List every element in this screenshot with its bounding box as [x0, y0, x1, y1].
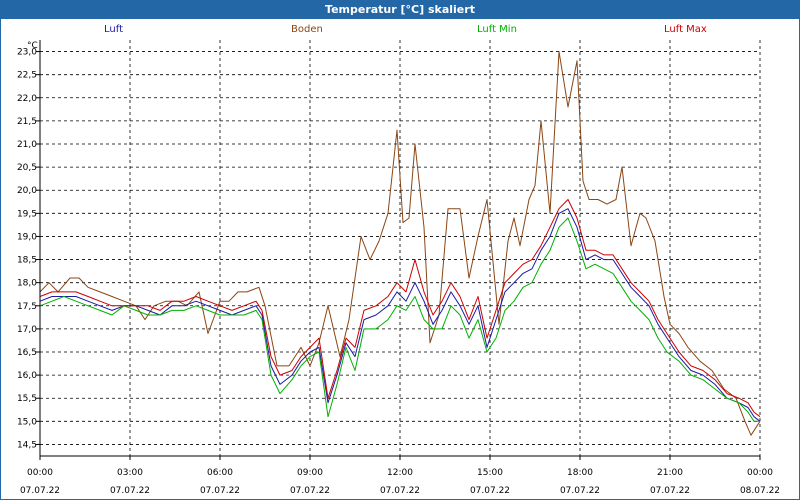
y-axis-unit: °C	[27, 41, 38, 51]
y-tick-label: 22,5	[17, 71, 37, 81]
legend-luft-max: Luft Max	[664, 24, 707, 35]
x-tick-time-label: 06:00	[207, 468, 233, 478]
series-line-luft-min	[39, 217, 760, 422]
chart-title: Temperatur [°C] skaliert	[0, 0, 800, 19]
x-tick-date-label: 07.07.22	[470, 486, 510, 496]
y-tick-label: 19,0	[17, 232, 37, 242]
y-tick-label: 21,0	[17, 140, 37, 150]
y-tick-label: 16,5	[17, 348, 37, 358]
x-tick-date-label: 07.07.22	[290, 486, 330, 496]
x-tick-time-label: 21:00	[657, 468, 683, 478]
axis-layer: °C 14,5 15,0 15,5 16,0 16,5 17,0 17,5 18,0 18,5 1…	[17, 40, 780, 496]
x-tick-date-label: 08.07.22	[740, 486, 780, 496]
series-layer	[39, 51, 761, 436]
y-tick-label: 17,0	[17, 325, 37, 335]
legend-luft-min: Luft Min	[477, 24, 517, 35]
series-line-luft	[39, 208, 761, 422]
x-tick-time-label: 15:00	[477, 468, 503, 478]
y-tick-label: 19,5	[17, 209, 37, 219]
y-tick-label: 23,0	[17, 48, 37, 58]
legend-luft: Luft	[104, 24, 123, 35]
x-tick-time-label: 00:00	[27, 468, 53, 478]
y-tick-label: 22,0	[17, 94, 37, 104]
x-tick-date-label: 07.07.22	[560, 486, 600, 496]
y-tick-label: 14,5	[17, 440, 37, 450]
x-tick-time-label: 03:00	[117, 468, 143, 478]
legend-boden: Boden	[291, 24, 323, 35]
y-tick-label: 17,5	[17, 302, 37, 312]
x-tick-time-label: 09:00	[297, 468, 323, 478]
y-tick-label: 20,5	[17, 163, 37, 173]
x-tick-date-label: 07.07.22	[110, 486, 150, 496]
y-tick-label: 15,0	[17, 417, 37, 427]
y-tick-label: 15,5	[17, 394, 37, 404]
y-tick-label: 20,0	[17, 186, 37, 196]
x-tick-date-label: 07.07.22	[650, 486, 690, 496]
grid-layer	[40, 40, 761, 456]
x-tick-date-label: 07.07.22	[200, 486, 240, 496]
y-tick-label: 18,5	[17, 256, 37, 266]
x-tick-date-label: 07.07.22	[380, 486, 420, 496]
x-tick-date-label: 07.07.22	[20, 486, 60, 496]
x-tick-time-label: 12:00	[387, 468, 413, 478]
y-tick-label: 21,5	[17, 117, 37, 127]
y-tick-label: 16,0	[17, 371, 37, 381]
x-tick-time-label: 00:00	[747, 468, 773, 478]
y-tick-label: 18,0	[17, 279, 37, 289]
series-line-luft-max	[39, 199, 761, 418]
x-tick-time-label: 18:00	[567, 468, 593, 478]
